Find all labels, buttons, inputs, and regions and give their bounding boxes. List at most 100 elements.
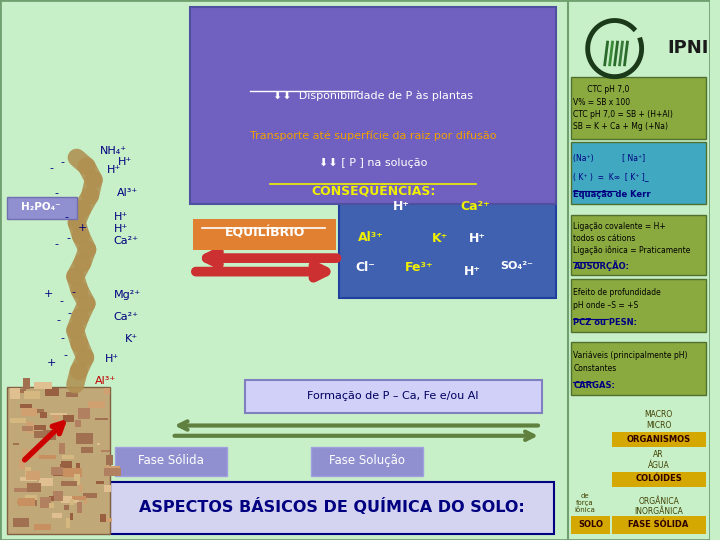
Bar — [26, 471, 40, 480]
Bar — [61, 496, 79, 503]
Text: COLÓIDES: COLÓIDES — [635, 475, 682, 483]
Bar — [75, 420, 81, 427]
Bar — [571, 77, 706, 139]
Bar — [40, 498, 43, 505]
Text: Transporte até superfície da raiz por difusão: Transporte até superfície da raiz por di… — [250, 131, 497, 141]
Text: H⁺: H⁺ — [469, 232, 485, 245]
Bar — [76, 433, 93, 444]
Bar — [79, 484, 83, 492]
Bar — [104, 485, 112, 491]
Bar — [42, 430, 56, 440]
Text: H⁺: H⁺ — [107, 165, 121, 175]
Text: -: - — [56, 315, 60, 325]
Bar — [53, 413, 59, 420]
Text: +: + — [46, 358, 55, 368]
Bar — [104, 518, 112, 522]
Bar — [612, 432, 706, 447]
Bar — [50, 413, 67, 415]
Bar — [14, 489, 30, 492]
Text: AR
ÁGUA: AR ÁGUA — [648, 450, 670, 470]
Bar — [13, 443, 19, 445]
Text: EQUILÍBRIO: EQUILÍBRIO — [225, 227, 305, 240]
Text: -: - — [66, 233, 70, 242]
Text: ⬇⬇  Disponibilidade de P às plantas: ⬇⬇ Disponibilidade de P às plantas — [274, 91, 473, 102]
Bar — [104, 468, 120, 476]
Text: Ligação covalente = H+: Ligação covalente = H+ — [574, 222, 666, 231]
Bar — [20, 403, 32, 408]
Bar — [34, 524, 52, 530]
Text: K⁺: K⁺ — [125, 334, 138, 343]
Text: Fase Solução: Fase Solução — [329, 454, 405, 467]
Bar — [30, 426, 45, 430]
Bar — [96, 481, 104, 484]
Text: Al³⁺: Al³⁺ — [117, 188, 138, 198]
Bar — [571, 142, 706, 204]
Text: Ca²⁺: Ca²⁺ — [114, 237, 139, 246]
Bar — [23, 378, 30, 389]
Bar — [52, 513, 62, 518]
Bar — [66, 518, 70, 528]
Bar — [99, 514, 106, 522]
Bar — [62, 455, 74, 460]
Text: Cl⁻: Cl⁻ — [356, 261, 375, 274]
Bar — [61, 481, 77, 485]
Text: SO₄²⁻: SO₄²⁻ — [500, 261, 534, 271]
Bar — [11, 389, 27, 393]
Bar — [25, 467, 31, 476]
Text: ( K⁺ )  =  K∞  [ K⁺ ]_: ( K⁺ ) = K∞ [ K⁺ ]_ — [574, 172, 649, 181]
Text: CTC pH 7,0: CTC pH 7,0 — [574, 85, 630, 94]
Text: V% = SB x 100: V% = SB x 100 — [574, 98, 631, 106]
Bar — [571, 516, 611, 534]
Text: IPNI: IPNI — [667, 38, 708, 57]
Bar — [193, 219, 336, 250]
Bar — [76, 463, 81, 469]
Text: ORGÂNICA
INORGÂNICA: ORGÂNICA INORGÂNICA — [634, 497, 683, 516]
Text: Ligação iônica = Praticamente: Ligação iônica = Praticamente — [574, 245, 691, 254]
Bar — [78, 408, 91, 419]
Bar — [96, 443, 99, 445]
Text: Mg²⁺: Mg²⁺ — [114, 291, 141, 300]
Text: CARGAS:: CARGAS: — [574, 381, 616, 390]
Text: Al³⁺: Al³⁺ — [359, 231, 384, 244]
Bar — [51, 468, 63, 475]
Bar — [22, 449, 39, 458]
Text: -: - — [50, 164, 54, 173]
Bar — [245, 380, 541, 413]
Bar — [612, 516, 706, 534]
Bar — [35, 409, 43, 414]
Text: -: - — [65, 212, 68, 222]
Bar — [40, 455, 56, 460]
Text: +: + — [44, 289, 53, 299]
Bar — [73, 496, 86, 500]
Bar — [35, 488, 41, 490]
Bar — [60, 461, 72, 468]
Bar — [19, 459, 25, 469]
Text: ORGANISMOS: ORGANISMOS — [626, 435, 690, 444]
Bar — [50, 496, 54, 501]
Bar — [81, 447, 93, 453]
Text: de
força
iônica: de força iônica — [575, 493, 595, 514]
Bar — [40, 413, 48, 418]
Bar — [13, 518, 30, 526]
Bar — [7, 387, 110, 534]
Text: ASPECTOS BÁSICOS DE QUÍMICA DO SOLO:: ASPECTOS BÁSICOS DE QUÍMICA DO SOLO: — [138, 498, 524, 515]
Bar — [88, 401, 105, 408]
Bar — [339, 101, 557, 298]
Bar — [190, 7, 557, 204]
Bar — [104, 388, 110, 394]
Text: SOLO: SOLO — [578, 521, 603, 529]
Bar — [612, 472, 706, 487]
Bar — [63, 468, 81, 477]
Bar — [34, 430, 50, 437]
Bar — [53, 491, 63, 501]
Text: H⁺: H⁺ — [105, 354, 120, 364]
Bar — [77, 502, 82, 512]
Text: Constantes: Constantes — [574, 364, 617, 374]
Text: H⁺: H⁺ — [464, 265, 480, 278]
Bar — [66, 392, 78, 397]
Text: H⁺: H⁺ — [114, 225, 127, 234]
Bar — [83, 493, 97, 498]
Text: ADSORÇÃO:: ADSORÇÃO: — [574, 260, 629, 271]
Text: Fase Sólida: Fase Sólida — [138, 454, 204, 467]
Text: -: - — [60, 334, 65, 343]
